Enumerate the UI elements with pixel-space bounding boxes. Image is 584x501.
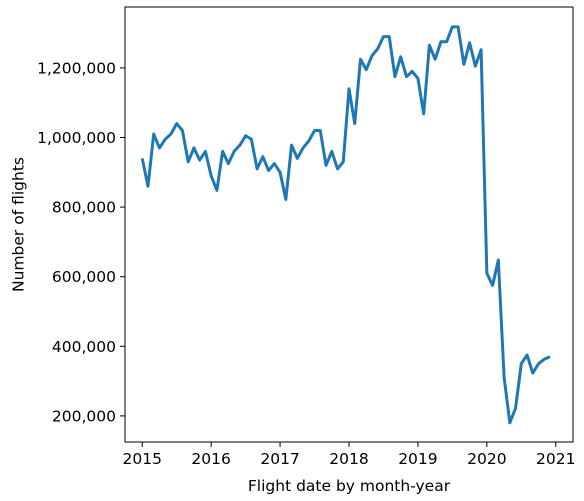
x-tick-label: 2016	[191, 450, 230, 468]
series-line	[140, 25, 551, 425]
y-axis: 200,000 400,000 600,000 800,000 1,000,000 1,2…	[37, 59, 125, 425]
x-tick-label: 2017	[260, 450, 299, 468]
y-tick-label: 400,000	[52, 338, 116, 356]
y-tick-label: 1,000,000	[37, 129, 116, 147]
y-tick-label: 600,000	[52, 268, 116, 286]
y-tick-label: 1,200,000	[37, 59, 116, 77]
x-tick-label: 2020	[467, 450, 506, 468]
x-axis: 2015 2016 2017 2018 2019 2020 2021	[123, 442, 575, 468]
y-axis-title: Number of flights	[10, 157, 28, 292]
y-tick-label: 800,000	[52, 199, 116, 217]
series-layer	[140, 25, 551, 425]
x-tick-label: 2019	[398, 450, 437, 468]
x-tick-label: 2015	[123, 450, 162, 468]
y-tick-label: 200,000	[52, 407, 116, 425]
x-axis-title: Flight date by month-year	[248, 477, 451, 495]
x-tick-label: 2021	[536, 450, 575, 468]
x-tick-label: 2018	[329, 450, 368, 468]
